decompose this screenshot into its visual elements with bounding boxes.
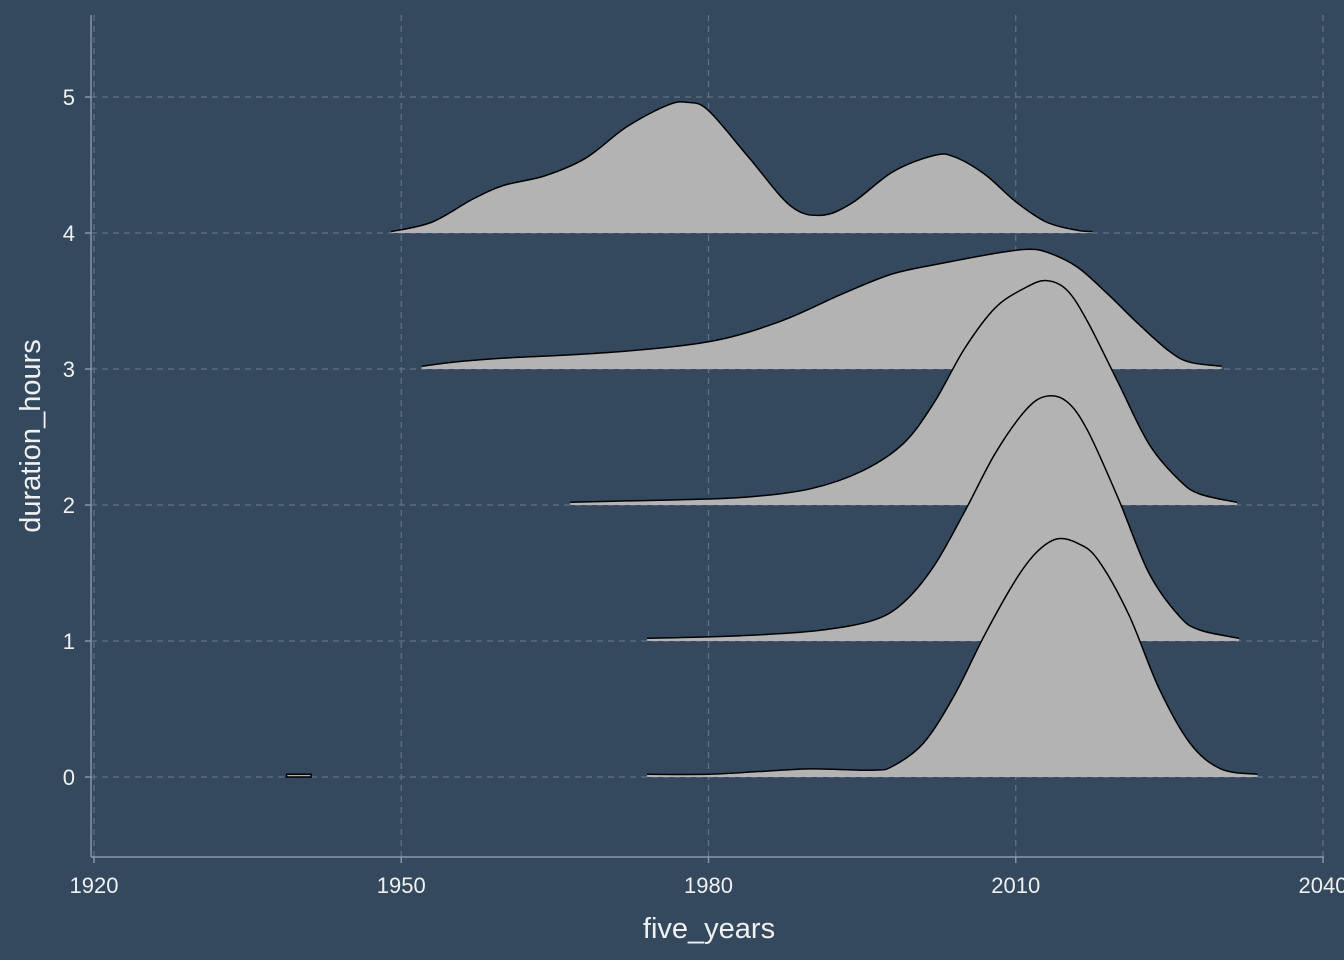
x-tick-label: 1950 (377, 873, 426, 898)
axis-ticks: 1920 1950 1980 2010 2040 0 1 2 3 4 5 (63, 85, 1344, 898)
y-tick-label: 2 (63, 493, 75, 518)
ridge-fill-0 (647, 538, 1258, 777)
y-tick-label: 5 (63, 85, 75, 110)
x-tick-label: 1980 (684, 873, 733, 898)
ridge-outline-1 (647, 394, 1240, 640)
ridge-fill-4 (391, 101, 1093, 233)
x-axis-title: five_years (643, 913, 775, 945)
x-tick-label: 2010 (991, 873, 1040, 898)
axes (90, 15, 1324, 858)
ridge-outline-4 (390, 101, 1093, 233)
x-tick-label: 1920 (70, 873, 119, 898)
ridge-outline-0 (647, 537, 1258, 776)
y-tick-label: 0 (63, 765, 75, 790)
y-tick-label: 4 (63, 221, 75, 246)
y-tick-label: 1 (63, 629, 75, 654)
ridge-blip-0 (285, 773, 312, 778)
ridge-outline-2 (570, 279, 1238, 504)
density-ridges (285, 101, 1258, 778)
y-axis-title: duration_hours (15, 339, 47, 532)
y-tick-label: 3 (63, 357, 75, 382)
x-tick-label: 2040 (1299, 873, 1344, 898)
ridge-outline-3 (421, 248, 1222, 368)
